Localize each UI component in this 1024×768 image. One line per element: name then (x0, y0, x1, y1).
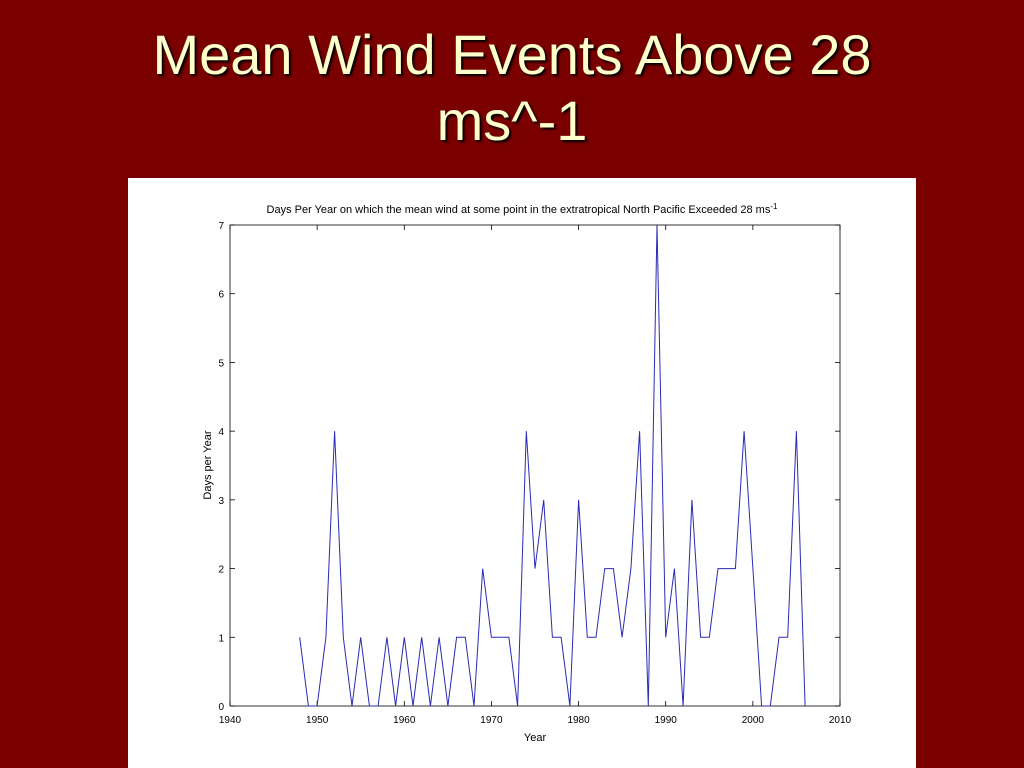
x-tick-label: 1940 (219, 715, 242, 726)
x-tick-label: 1990 (655, 715, 678, 726)
y-tick-label: 5 (218, 358, 224, 369)
y-tick-label: 2 (218, 565, 224, 576)
y-tick-label: 6 (218, 290, 224, 301)
x-tick-label: 1970 (480, 715, 503, 726)
line-chart: 1940 1950 1960 1970 1980 1990 2000 2010 0 1 2 3 4 5 6… (202, 202, 852, 744)
chart-figure: 1940 1950 1960 1970 1980 1990 2000 2010 0 1 2 3 4 5 6… (128, 178, 916, 768)
y-tick-label: 7 (218, 221, 224, 232)
y-tick-label: 4 (218, 427, 224, 438)
x-axis-label: Year (524, 732, 547, 744)
y-tick-label: 0 (218, 702, 224, 713)
series-line (299, 224, 806, 707)
y-axis-label: Days per Year (202, 430, 214, 499)
y-tick-label: 3 (218, 496, 224, 507)
y-tick-label: 1 (218, 633, 224, 644)
x-tick-label: 2010 (829, 715, 852, 726)
x-tick-label: 1980 (567, 715, 590, 726)
plot-area-frame (229, 224, 841, 707)
slide-title: Mean Wind Events Above 28 ms^-1 (0, 22, 1024, 154)
slide-title-line1: Mean Wind Events Above 28 (152, 23, 872, 86)
x-tick-label: 1960 (393, 715, 416, 726)
x-tick-label: 1950 (306, 715, 329, 726)
x-tick-label: 2000 (742, 715, 765, 726)
slide-title-line2: ms^-1 (436, 89, 588, 152)
chart-title: Days Per Year on which the mean wind at … (267, 202, 778, 216)
